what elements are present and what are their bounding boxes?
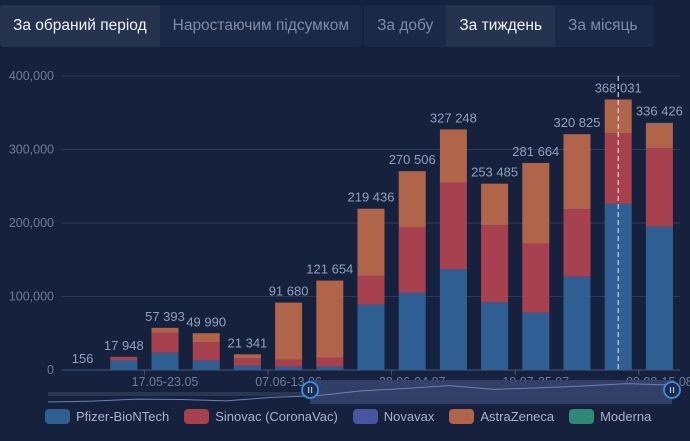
legend-item[interactable]: Novavax xyxy=(352,409,435,424)
zoom-handle-circle xyxy=(663,381,681,399)
bar-segment-astrazeneca xyxy=(357,208,385,276)
zoom-preview-line xyxy=(47,383,673,403)
legend-swatch xyxy=(45,409,70,424)
zoom-handle-left[interactable] xyxy=(301,381,319,399)
y-tick-label: 300,000 xyxy=(9,143,54,157)
bar-segment-pfizer-biontech xyxy=(439,269,467,370)
bar-segment-pfizer-biontech xyxy=(316,366,344,370)
bar-segment-astrazeneca xyxy=(316,280,344,358)
y-tick-label: 100,000 xyxy=(9,290,54,304)
legend-swatch xyxy=(449,409,475,424)
bar-segment-astrazeneca xyxy=(563,134,591,210)
bar-segment-pfizer-biontech xyxy=(233,365,261,370)
tab-day[interactable]: За добу xyxy=(377,17,434,34)
legend-item[interactable]: Moderna xyxy=(569,409,651,424)
bar-segment-sinovac-coronavac- xyxy=(563,209,591,277)
bar-segment-pfizer-biontech xyxy=(357,304,385,370)
bar-total-label: 281 664 xyxy=(512,144,559,159)
bar-total-label: 21 341 xyxy=(228,335,268,350)
legend-label: AstraZeneca xyxy=(480,409,555,424)
bar-total-label: 49 990 xyxy=(186,314,226,329)
bar-segment-sinovac-coronavac- xyxy=(522,243,550,313)
bar-segment-pfizer-biontech xyxy=(645,226,673,370)
bar-total-label: 327 248 xyxy=(430,110,477,125)
tab-selected-period[interactable]: За обраний період xyxy=(0,5,160,47)
bar-segment-pfizer-biontech xyxy=(275,366,303,370)
zoom-handle-right[interactable] xyxy=(663,381,681,399)
bar-total-label: 320 825 xyxy=(554,115,601,130)
legend-label: Moderna xyxy=(600,409,652,424)
y-tick-label: 400,000 xyxy=(9,69,54,83)
tab-group-granularity: За добу За тиждень За місяць xyxy=(364,5,654,47)
bar-segment-pfizer-biontech xyxy=(563,276,591,370)
bar-total-label: 17 948 xyxy=(104,338,144,353)
bar-segment-astrazeneca xyxy=(233,354,261,359)
bar-total-label: 156 xyxy=(72,351,94,366)
tab-month[interactable]: За місяць xyxy=(568,17,638,34)
bar-segment-sinovac-coronavac- xyxy=(192,342,220,361)
bar-segment-sinovac-coronavac- xyxy=(481,225,509,303)
bar-segment-astrazeneca xyxy=(192,333,220,343)
bar-segment-pfizer-biontech xyxy=(151,352,179,370)
bar-segment-pfizer-biontech xyxy=(110,360,138,370)
bar-total-label: 270 506 xyxy=(389,152,436,167)
bar-segment-sinovac-coronavac- xyxy=(398,227,426,293)
bar-segment-pfizer-biontech xyxy=(522,312,550,370)
tab-group-mode: За обраний період Наростаючим підсумком xyxy=(0,5,363,47)
bar-segment-sinovac-coronavac- xyxy=(316,357,344,367)
bar-segment-pfizer-biontech xyxy=(192,360,220,370)
legend-swatch xyxy=(184,409,210,424)
legend-item[interactable]: AstraZeneca xyxy=(449,409,554,424)
x-tick-label: 17.05-23.05 xyxy=(132,375,199,389)
zoom-handle-circle xyxy=(301,381,319,399)
bar-segment-pfizer-biontech xyxy=(398,292,426,370)
bar-segment-astrazeneca xyxy=(151,327,179,333)
chart-legend: Pfizer-BioNTech Sinovac (CoronaVac) Novava… xyxy=(45,409,666,424)
bar-total-label: 121 654 xyxy=(306,262,353,277)
bar-segment-astrazeneca xyxy=(645,123,673,149)
tab-cumulative[interactable]: Наростаючим підсумком xyxy=(172,17,350,34)
legend-item[interactable]: Pfizer-BioNTech xyxy=(45,409,169,424)
bar-segment-astrazeneca xyxy=(439,129,467,183)
bar-segment-sinovac-coronavac- xyxy=(110,356,138,361)
bar-total-label: 91 680 xyxy=(269,284,309,299)
legend-label: Sinovac (CoronaVac) xyxy=(215,409,338,424)
bar-segment-astrazeneca xyxy=(275,302,303,360)
legend-label: Pfizer-BioNTech xyxy=(76,409,170,424)
bar-segment-moderna xyxy=(645,122,673,124)
y-tick-label: 0 xyxy=(47,363,54,377)
bar-segment-pfizer-biontech xyxy=(481,302,509,370)
bar-segment-pfizer-biontech xyxy=(69,369,97,371)
bar-total-label: 253 485 xyxy=(471,165,518,180)
legend-label: Novavax xyxy=(383,409,435,424)
bar-segment-astrazeneca xyxy=(522,162,550,244)
period-tabs: За обраний період Наростаючим підсумком … xyxy=(0,5,654,47)
bar-segment-sinovac-coronavac- xyxy=(645,148,673,227)
legend-swatch xyxy=(352,409,378,424)
legend-swatch xyxy=(569,409,595,424)
bar-segment-sinovac-coronavac- xyxy=(439,182,467,270)
bar-segment-sinovac-coronavac- xyxy=(151,332,179,353)
y-tick-label: 200,000 xyxy=(9,216,54,230)
bar-segment-sinovac-coronavac- xyxy=(357,275,385,305)
bar-segment-astrazeneca xyxy=(398,171,426,228)
zoom-selected-range[interactable] xyxy=(310,380,672,404)
tab-week[interactable]: За тиждень xyxy=(446,5,556,47)
legend-item[interactable]: Sinovac (CoronaVac) xyxy=(184,409,338,424)
bar-segment-sinovac-coronavac- xyxy=(275,359,303,367)
bar-total-label: 219 436 xyxy=(348,190,395,205)
bar-segment-astrazeneca xyxy=(481,183,509,226)
bar-total-label: 57 393 xyxy=(145,309,185,324)
bar-total-label: 336 426 xyxy=(636,104,683,119)
bar-segment-sinovac-coronavac- xyxy=(233,358,261,366)
